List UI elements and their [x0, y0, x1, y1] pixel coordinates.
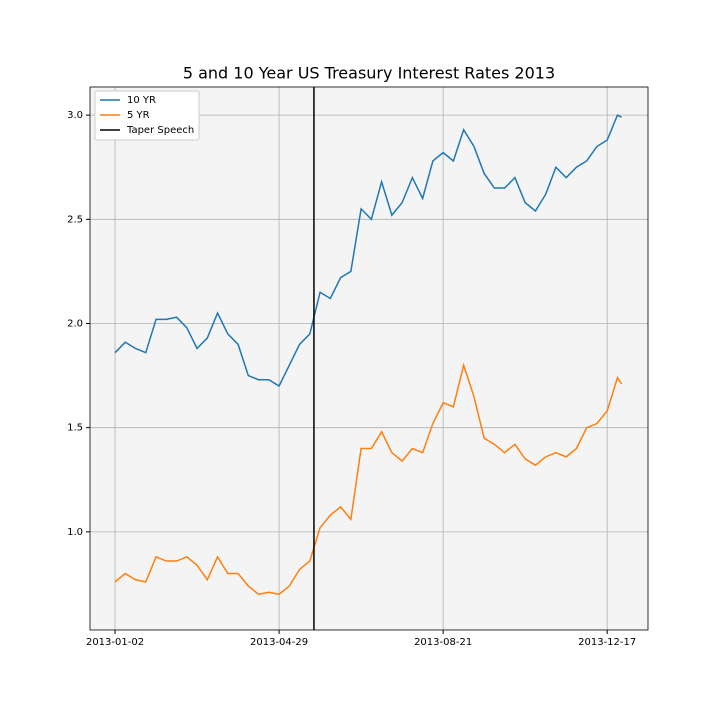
- y-tick-label: 1.5: [67, 423, 83, 434]
- plot-area: [90, 87, 648, 630]
- plot-frame: [89, 86, 649, 631]
- x-tick-label: 2013-12-17: [578, 637, 636, 648]
- y-tick-label: 3.0: [67, 110, 83, 121]
- legend-label: 5 YR: [127, 110, 150, 121]
- y-tick-label: 2.5: [67, 214, 83, 225]
- line-series: [114, 362, 623, 596]
- chart-title: 5 and 10 Year US Treasury Interest Rates…: [183, 64, 555, 83]
- x-tick-label: 2013-04-29: [250, 637, 308, 648]
- y-tick-label: 2.0: [67, 318, 83, 329]
- y-tick-label: 1.0: [67, 527, 83, 538]
- line-series: [114, 114, 622, 388]
- x-tick-label: 2013-01-02: [86, 637, 144, 648]
- legend-label: 10 YR: [127, 95, 156, 106]
- legend-label: Taper Speech: [126, 125, 194, 136]
- x-tick-label: 2013-08-21: [414, 637, 472, 648]
- legend-box: [94, 90, 200, 141]
